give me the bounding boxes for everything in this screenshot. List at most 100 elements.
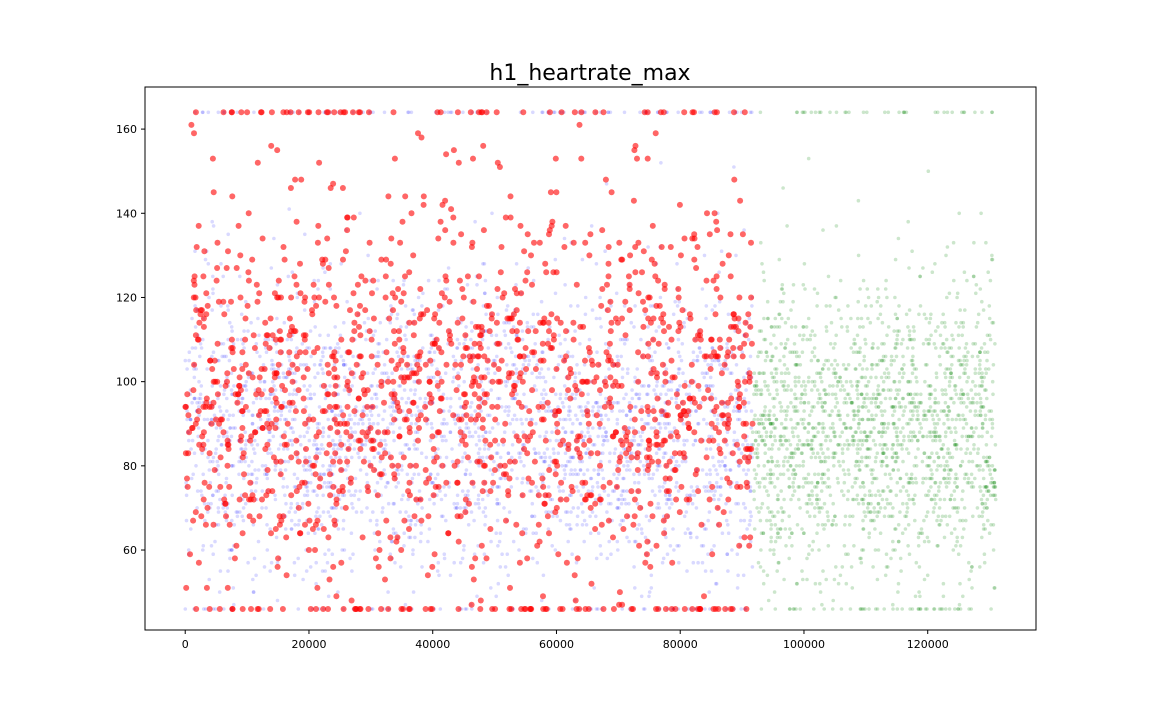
- scatter-point: [185, 417, 189, 422]
- scatter-point: [618, 337, 623, 342]
- scatter-point: [746, 468, 751, 472]
- scatter-point: [850, 384, 854, 388]
- scatter-point: [914, 480, 919, 485]
- scatter-point: [529, 489, 534, 493]
- scatter-point: [846, 489, 851, 493]
- scatter-point: [771, 472, 776, 477]
- scatter-point: [590, 510, 595, 514]
- scatter-point: [226, 308, 230, 312]
- scatter-point: [872, 417, 876, 422]
- scatter-point: [856, 501, 861, 506]
- scatter-point: [795, 443, 800, 447]
- scatter-point: [556, 485, 561, 489]
- scatter-point: [774, 346, 778, 350]
- scatter-point: [880, 497, 885, 502]
- scatter-point: [694, 244, 701, 250]
- scatter-point: [304, 569, 309, 573]
- scatter-point: [616, 239, 623, 246]
- scatter-point: [201, 472, 205, 477]
- scatter-point: [300, 342, 305, 346]
- scatter-point: [381, 447, 386, 451]
- scatter-point: [290, 270, 295, 275]
- scatter-point: [268, 530, 274, 537]
- scatter-point: [732, 430, 737, 435]
- scatter-point: [890, 405, 895, 409]
- scatter-point: [674, 459, 679, 464]
- scatter-point: [364, 403, 371, 410]
- scatter-point: [625, 459, 629, 464]
- scatter-point: [728, 468, 732, 472]
- scatter-point: [202, 417, 207, 422]
- scatter-point: [855, 379, 859, 384]
- scatter-point: [617, 472, 621, 477]
- scatter-point: [598, 521, 605, 528]
- scatter-point: [892, 379, 896, 384]
- scatter-point: [634, 405, 638, 409]
- scatter-point: [691, 489, 696, 493]
- scatter-point: [900, 607, 904, 611]
- scatter-point: [463, 472, 468, 477]
- scatter-point: [289, 378, 296, 385]
- scatter-point: [699, 400, 703, 405]
- scatter-point: [833, 342, 837, 346]
- scatter-point: [752, 468, 757, 472]
- scatter-point: [255, 350, 259, 355]
- scatter-point: [927, 320, 932, 325]
- scatter-point: [693, 438, 698, 443]
- scatter-point: [304, 366, 311, 372]
- scatter-point: [770, 447, 774, 451]
- scatter-point: [529, 325, 533, 329]
- scatter-point: [461, 110, 465, 115]
- scatter-point: [426, 278, 431, 283]
- scatter-point: [328, 468, 333, 472]
- scatter-point: [756, 417, 760, 422]
- scatter-point: [805, 510, 810, 514]
- scatter-point: [275, 361, 282, 368]
- scatter-point: [403, 443, 408, 447]
- scatter-point: [553, 291, 558, 296]
- scatter-point: [596, 472, 601, 477]
- scatter-point: [808, 514, 812, 519]
- scatter-point: [364, 337, 368, 342]
- scatter-point: [789, 325, 794, 329]
- scatter-point: [563, 472, 568, 477]
- scatter-point: [470, 329, 474, 333]
- scatter-point: [783, 455, 787, 460]
- scatter-point: [376, 342, 380, 346]
- scatter-point: [664, 535, 668, 540]
- scatter-point: [550, 544, 554, 548]
- scatter-point: [588, 514, 592, 519]
- scatter-point: [846, 363, 851, 367]
- scatter-point: [246, 560, 250, 565]
- scatter-point: [582, 518, 587, 523]
- scatter-point: [612, 489, 617, 493]
- scatter-point: [979, 400, 983, 405]
- scatter-point: [658, 295, 663, 300]
- scatter-point: [288, 492, 295, 499]
- scatter-point: [279, 409, 284, 413]
- scatter-point: [462, 379, 467, 384]
- scatter-point: [716, 358, 721, 363]
- scatter-point: [970, 459, 975, 464]
- scatter-point: [537, 371, 542, 376]
- scatter-point: [901, 426, 905, 430]
- scatter-point: [233, 426, 237, 430]
- scatter-point: [971, 400, 976, 405]
- scatter-point: [803, 287, 807, 291]
- scatter-point: [438, 489, 442, 493]
- scatter-point: [592, 586, 596, 590]
- scatter-point: [771, 514, 775, 519]
- scatter-point: [287, 392, 292, 397]
- scatter-point: [530, 514, 534, 519]
- scatter-point: [628, 409, 632, 413]
- scatter-point: [765, 354, 770, 359]
- scatter-point: [556, 405, 560, 409]
- scatter-point: [628, 409, 633, 413]
- scatter-point: [385, 378, 391, 385]
- scatter-point: [965, 358, 969, 363]
- scatter-point: [702, 485, 707, 489]
- scatter-point: [308, 396, 313, 401]
- scatter-point: [845, 392, 850, 397]
- scatter-point: [285, 337, 290, 342]
- scatter-point: [881, 426, 886, 430]
